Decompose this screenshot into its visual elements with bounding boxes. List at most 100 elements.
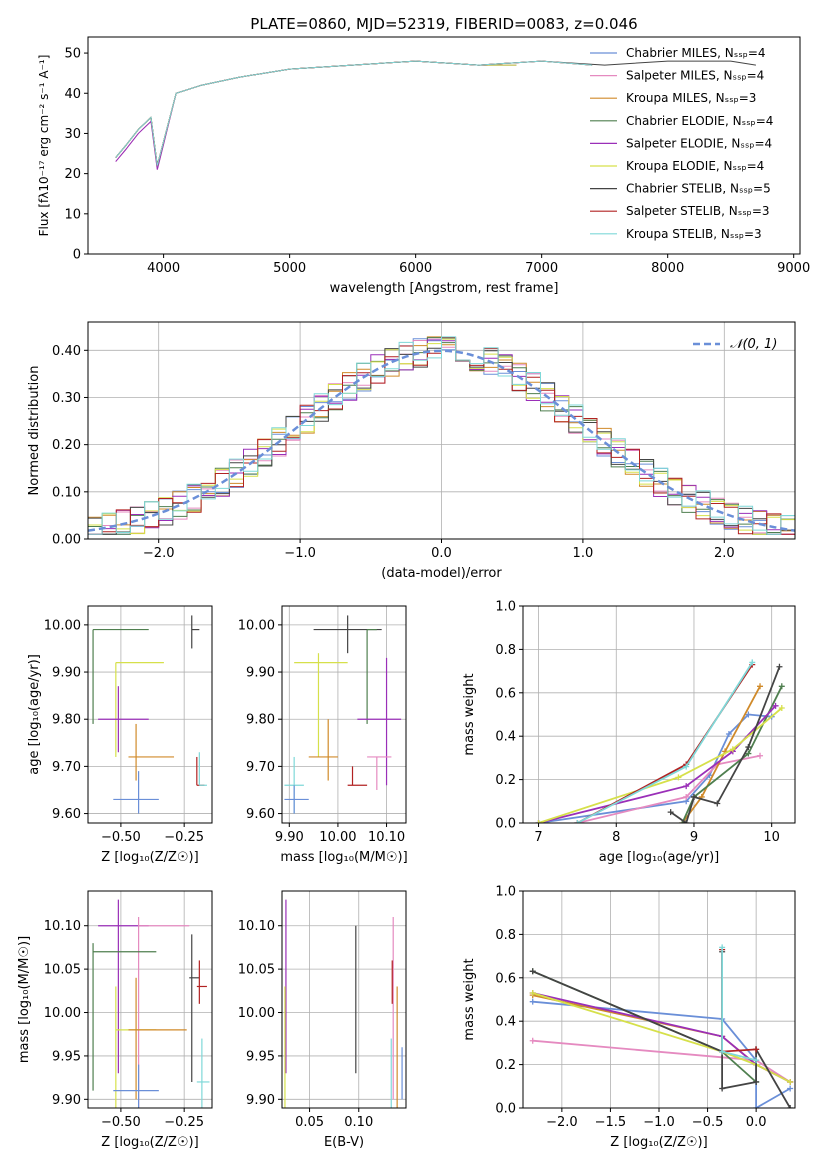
data-point <box>757 752 764 759</box>
tick-label-y: 0.20 <box>52 438 81 453</box>
series-line-6 <box>670 666 781 823</box>
tick-label-y: 0.8 <box>495 643 516 658</box>
data-point <box>667 809 674 816</box>
data-point <box>683 763 690 770</box>
tick-label-y: 0.00 <box>52 533 81 548</box>
data-point <box>725 731 732 738</box>
tick-label-y: 10.10 <box>44 919 81 934</box>
data-point <box>753 1078 760 1085</box>
axis-label-y: mass weight <box>462 958 477 1040</box>
tick-label-x: 8 <box>612 830 620 845</box>
legend-label: Chabrier ELODIE, Nₛₛₚ=4 <box>626 114 773 128</box>
tick-label-x: 8000 <box>651 261 684 276</box>
tick-label-y: 10.00 <box>238 618 275 633</box>
panel-z-age: −0.50 −0.25 9.60 9.70 9.80 9.90 10.00 Z [log₁₀(… <box>27 605 213 865</box>
plot-area-z-age <box>92 615 207 814</box>
axes-frame <box>522 605 796 824</box>
tick-label-y: 0.2 <box>495 773 516 788</box>
data-point <box>753 1057 760 1064</box>
tick-label-x: 10 <box>763 830 780 845</box>
data-point <box>683 820 690 823</box>
data-point <box>683 783 690 790</box>
series-line-1 <box>115 60 593 170</box>
plot-area-residuals <box>88 336 795 535</box>
tick-label-x: 0.0 <box>746 1115 767 1130</box>
legend-label: Chabrier MILES, Nₛₛₚ=4 <box>626 46 766 60</box>
series-line-4 <box>115 60 517 170</box>
series-line-6 <box>532 951 791 1108</box>
axes-frame <box>87 605 213 824</box>
tick-label-x: 6000 <box>399 261 432 276</box>
data-point <box>749 659 756 666</box>
legend-label: Salpeter STELIB, Nₛₛₚ=3 <box>626 204 770 218</box>
tick-label-y: 50 <box>64 47 81 62</box>
series-line-8 <box>576 661 754 823</box>
data-point <box>690 793 697 800</box>
axis-label-y: mass weight <box>462 673 477 755</box>
series-line-8 <box>721 947 757 1062</box>
tick-label-y: 30 <box>64 127 81 142</box>
data-point <box>745 711 752 718</box>
tick-label-x: −0.50 <box>101 830 141 845</box>
tick-label-x: 9000 <box>777 261 810 276</box>
tick-label-x: −0.50 <box>101 1115 141 1130</box>
tick-label-x: 10.00 <box>319 830 356 845</box>
tick-label-y: 9.90 <box>246 666 275 681</box>
series-line-7 <box>115 60 593 166</box>
tick-label-x: −1.5 <box>595 1115 627 1130</box>
data-point <box>714 800 721 807</box>
tick-label-y: 20 <box>64 167 81 182</box>
axis-label-x: Z [log₁₀(Z/Z☉)] <box>101 850 198 865</box>
plot-area-mass-age <box>284 615 402 814</box>
data-point <box>683 793 690 800</box>
tick-label-x: 7000 <box>525 261 558 276</box>
data-point <box>787 1085 794 1092</box>
axis-label-x: mass [log₁₀(M/M☉)] <box>280 850 407 865</box>
data-point <box>787 1105 794 1108</box>
tick-label-x: 2.0 <box>714 546 735 561</box>
panel-mass-age: 9.90 10.00 10.10 9.60 9.70 9.80 9.90 10.00 mass … <box>238 605 408 865</box>
panel-residuals: 𝒩(0, 1) −2.0 −1.0 0.0 1.0 2.0 0.00 0.10 0.20 0.30… <box>27 321 796 581</box>
tick-label-x: 10.10 <box>368 830 405 845</box>
axis-label-y: mass [log₁₀(M/M☉)] <box>17 936 32 1063</box>
axes-frame <box>87 890 213 1109</box>
tick-label-y: 9.80 <box>52 713 81 728</box>
series-line-5 <box>538 707 783 823</box>
tick-label-x: −2.0 <box>546 1115 578 1130</box>
tick-label-x: 9.90 <box>275 830 304 845</box>
axis-label-x: age [log₁₀(age/yr)] <box>599 850 720 865</box>
series-line-3 <box>681 685 783 823</box>
data-point <box>529 998 536 1005</box>
plot-area-age-weight <box>535 659 785 823</box>
data-point <box>776 663 783 670</box>
tick-label-y: 1.0 <box>495 600 516 615</box>
panel-age-weight: 7 8 9 10 0.0 0.2 0.4 0.6 0.8 1.0 age [log₁₀(age/yr… <box>462 600 796 865</box>
axis-label-y: age [log₁₀(age/yr)] <box>27 654 42 775</box>
data-point <box>719 944 726 951</box>
axis-label-y: Normed distribution <box>27 366 42 496</box>
tick-label-y: 10.00 <box>44 618 81 633</box>
tick-label-y: 0.8 <box>495 928 516 943</box>
axes-frame <box>87 36 801 255</box>
panel-ebv-mass: 0.05 0.10 9.90 9.95 10.00 10.05 10.10 E(B-V) <box>238 890 407 1150</box>
series-line-8 <box>115 60 593 166</box>
data-point <box>535 820 542 823</box>
series-line-0 <box>538 713 772 823</box>
data-point <box>757 683 764 690</box>
data-point <box>719 1085 726 1092</box>
tick-label-x: 1.0 <box>573 546 594 561</box>
tick-label-x: 4000 <box>147 261 180 276</box>
plot-area-z-mass <box>92 899 210 1108</box>
series-line-4 <box>532 992 791 1083</box>
data-point <box>753 1105 760 1108</box>
panel-z-weight: −2.0 −1.5 −1.0 −0.5 0.0 0.0 0.2 0.4 0.6 0.8 1.0 Z [… <box>462 885 796 1150</box>
legend-label: Kroupa STELIB, Nₛₛₚ=3 <box>626 227 762 241</box>
tick-label-y: 9.60 <box>52 807 81 822</box>
legend-label: Kroupa MILES, Nₛₛₚ=3 <box>626 91 756 105</box>
series-line-3 <box>115 60 517 166</box>
legend-label: Salpeter MILES, Nₛₛₚ=4 <box>626 69 764 83</box>
tick-label-y: 40 <box>64 87 81 102</box>
series-line-2 <box>532 994 791 1083</box>
tick-label-x: −1.0 <box>643 1115 675 1130</box>
